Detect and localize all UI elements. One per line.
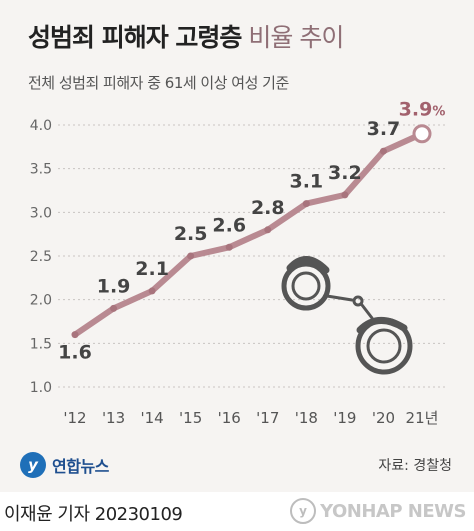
data-point bbox=[341, 191, 349, 199]
y-tick-label: 2.5 bbox=[30, 249, 52, 265]
x-tick-label: 21년 bbox=[406, 409, 439, 427]
data-label: 3.7 bbox=[367, 118, 401, 140]
watermark: y YONHAP NEWS bbox=[290, 498, 466, 524]
x-tick-label: '17 bbox=[256, 409, 279, 427]
handcuffs-icon bbox=[281, 256, 413, 375]
data-label: 2.8 bbox=[251, 197, 285, 219]
x-tick-label: '16 bbox=[218, 409, 241, 427]
data-label: 3.9% bbox=[399, 99, 446, 121]
chart-title: 성범죄 피해자 고령층 비율 추이 bbox=[28, 18, 344, 54]
unit-label: % bbox=[432, 105, 445, 120]
data-label: 1.9 bbox=[97, 275, 131, 297]
data-point bbox=[264, 226, 272, 234]
x-tick-label: '12 bbox=[63, 409, 86, 427]
line-chart: 1.0 1.5 2.0 2.5 3.0 3.5 4.0 '12 '13 '14 '15 '16 '17… bbox=[30, 99, 446, 427]
y-tick-label: 3.5 bbox=[30, 162, 52, 178]
x-tick-label: '14 bbox=[141, 409, 164, 427]
yonhap-logo-icon: y bbox=[20, 452, 46, 478]
data-point bbox=[302, 200, 310, 208]
infographic-card: 성범죄 피해자 고령층 비율 추이 전체 성범죄 피해자 중 61세 이상 여성… bbox=[0, 0, 474, 492]
data-point bbox=[110, 304, 118, 312]
x-tick-label: '19 bbox=[333, 409, 356, 427]
yonhap-logo: y 연합뉴스 bbox=[20, 452, 109, 478]
chart-subtitle: 전체 성범죄 피해자 중 61세 이상 여성 기준 bbox=[28, 74, 289, 92]
x-tick-label: '15 bbox=[179, 409, 202, 427]
y-tick-label: 2.0 bbox=[30, 293, 52, 309]
y-tick-label: 3.0 bbox=[30, 205, 52, 221]
data-point bbox=[187, 252, 195, 260]
data-point bbox=[379, 147, 387, 155]
data-label: 1.6 bbox=[58, 342, 92, 364]
watermark-icon: y bbox=[290, 498, 317, 524]
watermark-text: YONHAP NEWS bbox=[320, 500, 466, 522]
data-label: 2.1 bbox=[135, 258, 169, 280]
reporter-credit: 이재윤 기자 20230109 bbox=[4, 504, 183, 525]
x-tick-label: '18 bbox=[295, 409, 318, 427]
source-note: 자료: 경찰청 bbox=[378, 458, 452, 474]
last-point-marker bbox=[412, 124, 432, 144]
logo-text: 연합뉴스 bbox=[52, 457, 109, 476]
data-label: 3.1 bbox=[289, 171, 323, 193]
data-point bbox=[148, 287, 156, 295]
data-point bbox=[71, 331, 79, 339]
data-label: 2.5 bbox=[174, 223, 208, 245]
footer-bar: 이재윤 기자 20230109 y YONHAP NEWS bbox=[0, 492, 474, 531]
y-tick-label: 1.0 bbox=[30, 380, 52, 396]
data-label: 2.6 bbox=[212, 214, 246, 236]
title-sub: 비율 추이 bbox=[248, 23, 344, 52]
data-point bbox=[225, 243, 233, 251]
y-tick-label: 4.0 bbox=[30, 118, 52, 134]
series-line bbox=[72, 130, 425, 338]
y-tick-label: 1.5 bbox=[30, 336, 52, 352]
x-tick-label: '20 bbox=[372, 409, 395, 427]
data-label: 3.2 bbox=[328, 162, 362, 184]
x-tick-label: '13 bbox=[102, 409, 125, 427]
title-main: 성범죄 피해자 고령층 bbox=[28, 23, 242, 52]
